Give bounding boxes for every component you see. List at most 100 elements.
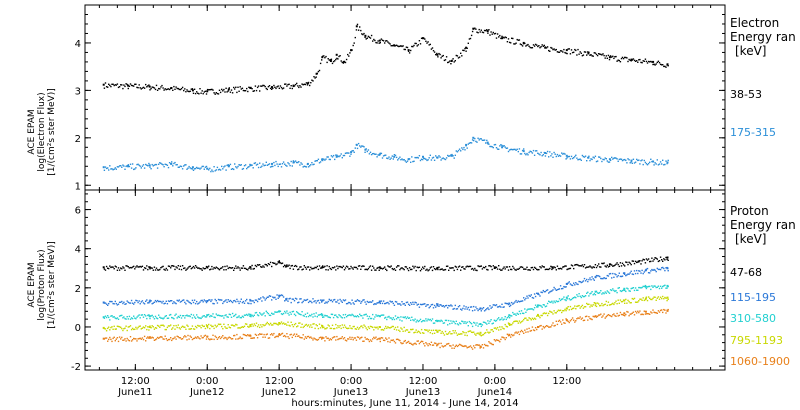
proton-point — [664, 284, 666, 286]
proton-point — [420, 328, 423, 331]
proton-point — [470, 306, 473, 308]
electron-point — [630, 60, 632, 62]
electron-point — [403, 48, 405, 51]
proton-point — [537, 306, 539, 308]
proton-point — [326, 265, 328, 267]
proton-point — [625, 290, 627, 293]
proton-point — [637, 301, 639, 303]
proton-point — [313, 313, 315, 315]
electron-point — [183, 89, 185, 92]
proton-point — [324, 302, 326, 304]
proton-point — [272, 296, 274, 298]
proton-point — [642, 313, 644, 316]
proton-point — [468, 346, 471, 348]
proton-point — [117, 267, 120, 269]
proton-point — [663, 267, 665, 270]
proton-point — [147, 314, 149, 317]
proton-point — [160, 317, 162, 319]
electron-point — [651, 61, 653, 63]
proton-point — [495, 339, 498, 341]
proton-point — [242, 300, 245, 303]
proton-point — [665, 256, 667, 259]
electron-point — [483, 29, 486, 32]
electron-point — [656, 159, 658, 161]
proton-point — [237, 266, 239, 268]
electron-point — [569, 53, 572, 55]
proton-point — [541, 328, 543, 330]
electron-point — [130, 167, 133, 169]
electron-point — [303, 165, 305, 167]
proton-point — [415, 269, 417, 272]
proton-point — [489, 342, 491, 344]
electron-point — [612, 55, 614, 57]
proton-sample-point — [148, 315, 151, 318]
electron-point — [299, 164, 301, 166]
proton-point — [347, 314, 349, 317]
proton-point — [342, 326, 345, 329]
proton-point — [553, 310, 555, 312]
proton-point — [110, 326, 112, 329]
proton-point — [315, 267, 317, 269]
proton-point — [330, 327, 333, 330]
proton-point — [401, 267, 403, 269]
electron-point — [664, 163, 666, 166]
proton-point — [514, 320, 516, 322]
electron-point — [265, 87, 267, 90]
proton-point — [475, 269, 477, 271]
proton-point — [105, 337, 108, 339]
proton-point — [347, 338, 349, 340]
electron-point — [176, 87, 178, 90]
proton-point — [164, 269, 166, 271]
proton-point — [234, 334, 236, 337]
proton-point — [456, 334, 459, 336]
proton-point — [491, 323, 493, 325]
proton-point — [291, 336, 293, 339]
proton-sample-point — [285, 298, 288, 301]
proton-point — [238, 302, 240, 305]
electron-point — [443, 158, 446, 160]
proton-point — [368, 301, 371, 303]
proton-point — [565, 265, 567, 267]
x-tick-date-label: June13 — [405, 387, 441, 398]
proton-point — [411, 328, 413, 331]
proton-point — [400, 304, 402, 306]
proton-point — [213, 338, 215, 341]
proton-point — [200, 327, 202, 329]
electron-point — [485, 29, 487, 32]
proton-point — [113, 336, 115, 338]
electron-sample-point — [350, 151, 353, 154]
electron-point — [389, 43, 391, 45]
proton-point — [212, 268, 214, 270]
proton-point — [621, 289, 624, 292]
electron-point — [127, 87, 129, 90]
proton-point — [520, 321, 523, 323]
electron-point — [273, 84, 275, 87]
proton-point — [178, 299, 180, 301]
proton-point — [334, 327, 336, 330]
proton-point — [392, 268, 394, 271]
proton-point — [461, 309, 463, 311]
proton-point — [293, 323, 296, 326]
proton-point — [588, 266, 590, 268]
proton-point — [613, 313, 615, 315]
electron-point — [661, 64, 663, 66]
proton-sample-point — [666, 284, 669, 287]
proton-point — [483, 310, 486, 312]
proton-point — [159, 300, 161, 303]
proton-point — [581, 304, 584, 307]
proton-sample-point — [608, 263, 611, 266]
proton-point — [197, 316, 199, 318]
proton-point — [362, 265, 364, 267]
proton-point — [133, 265, 135, 268]
electron-point — [246, 87, 248, 90]
proton-point — [109, 265, 111, 267]
electron-point — [430, 159, 433, 161]
proton-point — [113, 316, 115, 318]
proton-point — [569, 305, 572, 308]
proton-point — [172, 265, 174, 267]
electron-point — [123, 84, 125, 86]
proton-point — [216, 325, 219, 327]
proton-sample-point — [102, 326, 105, 329]
proton-point — [618, 287, 620, 289]
proton-point — [289, 311, 291, 314]
